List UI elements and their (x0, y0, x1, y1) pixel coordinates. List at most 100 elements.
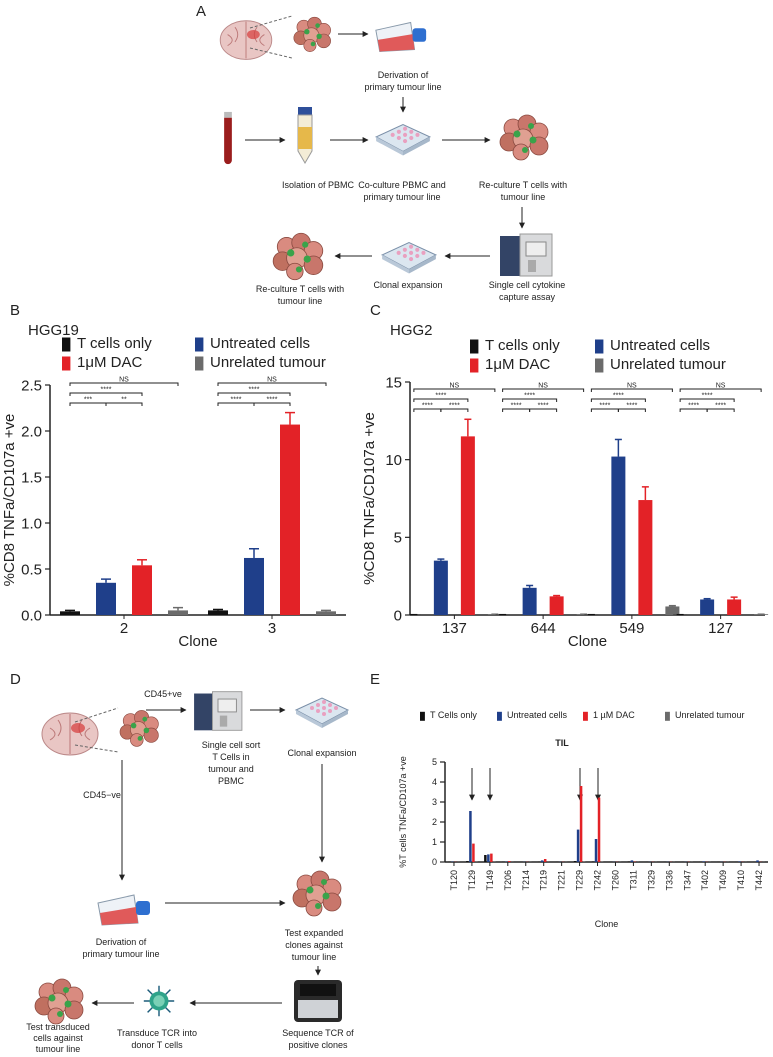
legend-label: Unrelated tumour (210, 354, 326, 371)
x-tick-label: T129 (467, 870, 477, 891)
step-text: Single cell cytokine (489, 280, 566, 290)
significance-label: **** (511, 403, 522, 410)
step-text: PBMC (218, 776, 245, 786)
significance-bracket (679, 388, 762, 392)
x-tick-label: T214 (521, 870, 531, 891)
sorter-icon (193, 691, 243, 731)
bar (611, 456, 626, 615)
y-tick-label: 1.0 (21, 515, 42, 532)
gate-text: CD45−ve (83, 790, 121, 800)
y-axis-label: %T cells TNFa/CD107a +ve (398, 756, 408, 867)
legend-label: T cells only (485, 337, 560, 354)
x-tick-label: 644 (531, 620, 556, 637)
bar (433, 560, 448, 615)
bar (460, 436, 475, 615)
legend-label: Unrelated tumour (675, 710, 745, 720)
step-text: Test transduced (26, 1022, 90, 1032)
legend-label: Untreated cells (507, 710, 568, 720)
step-text: Derivation of (378, 70, 429, 80)
bar (702, 861, 705, 862)
legend-swatch (62, 356, 71, 371)
test-clones-icon (292, 870, 342, 917)
bar (597, 797, 601, 862)
bar (549, 596, 564, 615)
test-transduced-icon (34, 978, 84, 1025)
legend-swatch (62, 337, 71, 352)
significance-label: **** (599, 403, 610, 410)
significance-bracket (590, 398, 646, 402)
x-tick-label: T410 (736, 870, 746, 891)
x-tick-label: 3 (268, 620, 276, 637)
y-tick-label: 5 (432, 757, 437, 767)
y-tick-label: 15 (385, 374, 402, 391)
gate-text: CD45+ve (144, 689, 182, 699)
sequencer-icon (294, 980, 342, 1022)
step-text: Re-culture T cells with (256, 284, 344, 294)
bar (522, 587, 537, 615)
significance-label: NS (119, 377, 129, 384)
step-text: Clonal expansion (287, 748, 356, 758)
significance-bracket (69, 392, 143, 396)
step-text: Clonal expansion (373, 280, 442, 290)
bar (738, 861, 741, 862)
step-text: primary tumour line (82, 949, 159, 959)
x-tick-label: 127 (708, 620, 733, 637)
bar (132, 565, 152, 615)
significance-bracket (253, 402, 291, 406)
legend-label: T cells only (77, 335, 152, 352)
bar (579, 786, 583, 862)
step-text: primary tumour line (364, 82, 441, 92)
x-tick-label: T347 (682, 870, 692, 891)
y-tick-label: 4 (432, 777, 437, 787)
x-tick-label: T120 (449, 870, 459, 891)
bar (280, 424, 300, 615)
panel-label: D (10, 671, 21, 688)
chart-title: HGG19 (28, 322, 79, 339)
significance-label: **** (688, 403, 699, 410)
x-tick-label: T149 (485, 870, 495, 891)
flask-icon (97, 894, 151, 926)
significance-bracket (679, 398, 735, 402)
legend-swatch (195, 356, 204, 371)
legend-swatch (195, 337, 204, 352)
step-text: Isolation of PBMC (282, 180, 355, 190)
plate-icon (375, 124, 431, 157)
y-tick-label: 2 (432, 817, 437, 827)
x-tick-label: T409 (718, 870, 728, 891)
bar (469, 811, 472, 862)
significance-label: NS (267, 377, 277, 384)
significance-label: NS (627, 383, 637, 390)
bar (727, 599, 742, 615)
step-text: tumour line (36, 1044, 81, 1054)
x-tick-label: T402 (700, 870, 710, 891)
significance-label: NS (538, 383, 548, 390)
significance-bracket (502, 388, 585, 392)
y-axis-label: %CD8 TNFa/CD107a +ve (1, 414, 18, 587)
reculture-icon (272, 232, 324, 281)
step-text: Transduce TCR into (117, 1028, 197, 1038)
legend-swatch (497, 711, 502, 721)
x-axis-label: Clone (595, 919, 619, 929)
bar (487, 854, 490, 862)
zoom-lines (74, 707, 119, 753)
x-tick-label: T260 (610, 870, 620, 891)
significance-label: ** (121, 397, 127, 404)
panel-label: C (370, 302, 381, 319)
y-tick-label: 0 (432, 857, 437, 867)
bar (208, 610, 228, 615)
y-tick-label: 2.5 (21, 377, 42, 394)
bar (638, 500, 653, 615)
bar (756, 860, 759, 862)
legend-swatch (595, 339, 604, 354)
significance-label: **** (613, 393, 624, 400)
legend-label: Untreated cells (210, 335, 310, 352)
x-tick-label: T219 (539, 870, 549, 891)
legend-swatch (470, 358, 479, 373)
panel-label: E (370, 671, 380, 688)
significance-bracket (413, 388, 496, 392)
significance-bracket (105, 402, 143, 406)
bar (591, 861, 595, 862)
step-text: tumour line (278, 296, 323, 306)
assay-machine-icon (499, 233, 553, 277)
